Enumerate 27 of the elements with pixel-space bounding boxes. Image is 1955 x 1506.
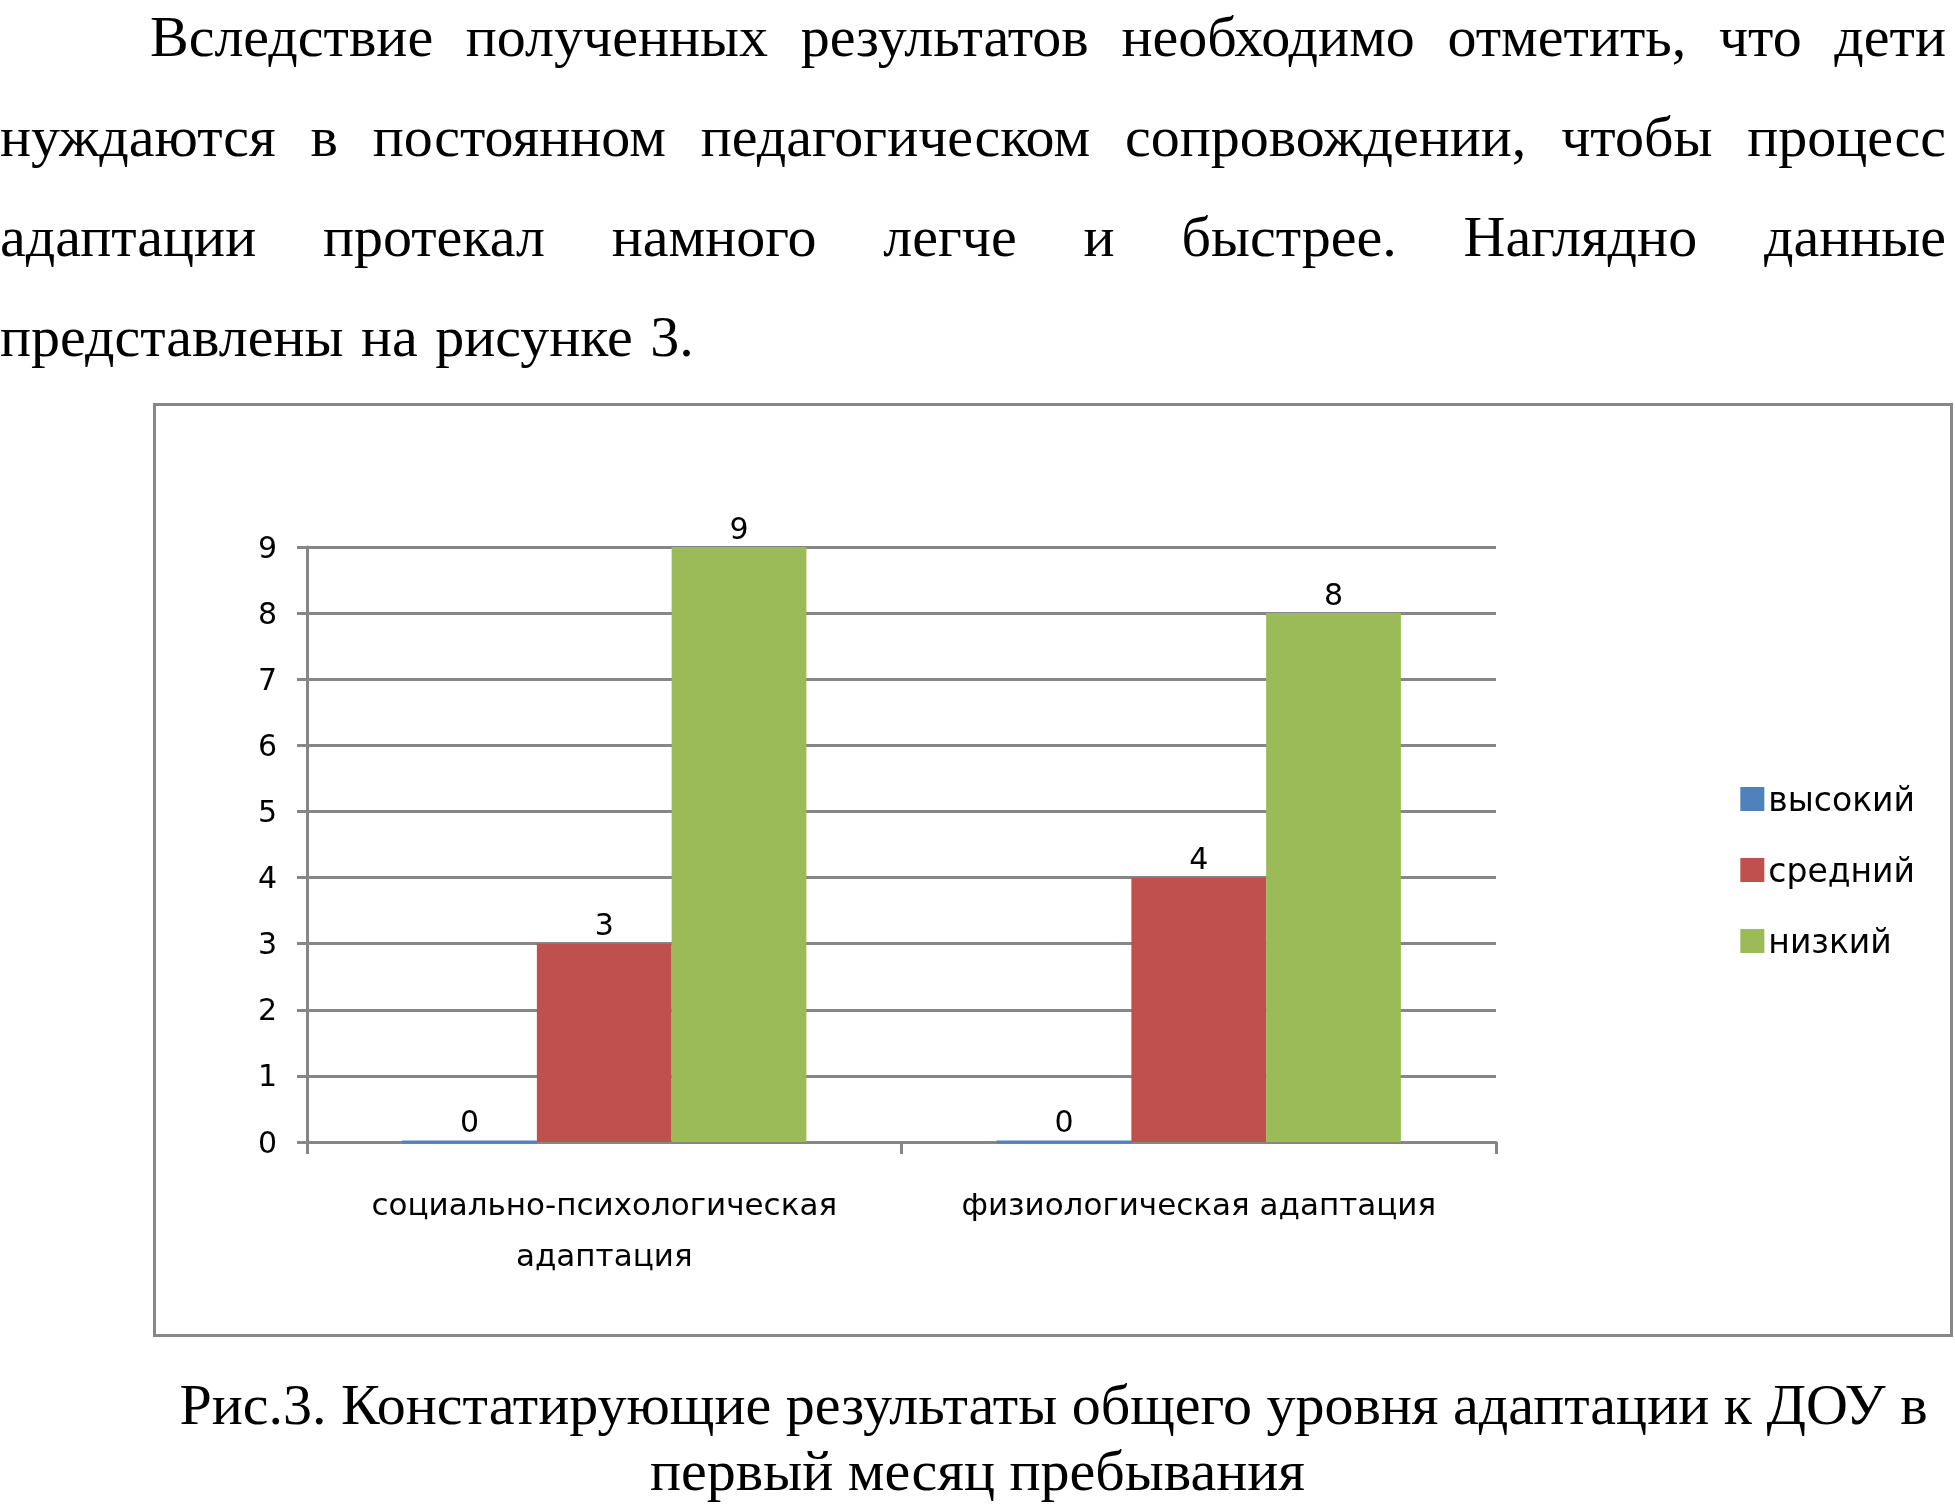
y-tick-label: 8 xyxy=(257,595,277,631)
y-tick-label: 5 xyxy=(257,793,277,829)
data-label: 0 xyxy=(459,1104,480,1139)
y-tick-label: 6 xyxy=(257,727,277,763)
data-label: 8 xyxy=(1323,576,1344,612)
bar xyxy=(536,943,672,1142)
bar xyxy=(1131,877,1267,1142)
y-tick-label: 9 xyxy=(257,529,277,565)
y-tick-label: 3 xyxy=(257,926,277,962)
y-tick-label: 1 xyxy=(257,1058,277,1094)
y-tick-label: 7 xyxy=(257,661,277,697)
data-label: 4 xyxy=(1189,841,1209,877)
x-tick-label: социально-психологическая адаптация xyxy=(371,1185,838,1273)
legend-label: средний xyxy=(1768,850,1916,890)
data-label: 9 xyxy=(729,510,749,546)
data-label: 0 xyxy=(1054,1104,1074,1139)
text: Вследствие полученных результатов необходимо отметить, что дети нуждаются в постоянном педагогическом сопровождении, чтобы процесс адаптации протекал намного легче и быстрее. Наглядно данные представлены на рисунке 3. xyxy=(0,3,1946,371)
data-label: 3 xyxy=(594,907,614,943)
x-tick-label: физиологическая адаптация xyxy=(961,1185,1437,1222)
bar xyxy=(1266,613,1401,1142)
y-tick-label: 4 xyxy=(257,860,277,896)
legend-label: высокий xyxy=(1768,779,1915,819)
bar xyxy=(671,547,807,1142)
text: Рис.3. Констатирующие результаты общего уровня адаптации к ДОУ в первый месяц пребывания xyxy=(178,1372,1929,1504)
y-tick-label: 0 xyxy=(257,1124,277,1160)
legend-label: низкий xyxy=(1768,921,1892,961)
y-tick-label: 2 xyxy=(257,992,277,1028)
